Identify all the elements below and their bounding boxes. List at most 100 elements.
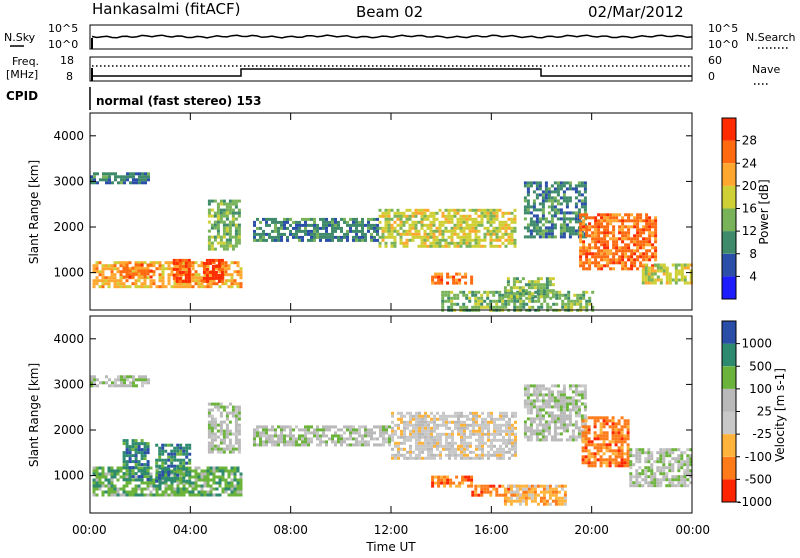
echo-cell xyxy=(523,420,527,424)
echo-cell xyxy=(412,456,415,460)
echo-cell xyxy=(456,293,460,297)
echo-cell xyxy=(334,440,337,444)
echo-cell xyxy=(477,299,481,303)
echo-cell xyxy=(138,178,141,182)
echo-cell xyxy=(468,244,472,248)
echo-cell xyxy=(304,425,307,429)
colorbar-swatch xyxy=(722,231,736,254)
echo-cell xyxy=(173,446,177,450)
echo-cell xyxy=(529,229,533,233)
echo-cell xyxy=(188,285,192,289)
echo-cell xyxy=(462,232,466,236)
echo-cell xyxy=(442,447,445,451)
echo-cell xyxy=(304,434,307,438)
echo-cell xyxy=(364,431,367,435)
echo-cell xyxy=(122,442,126,446)
echo-cell xyxy=(624,243,628,247)
echo-cell xyxy=(490,414,493,418)
echo-cell xyxy=(506,484,510,488)
echo-cell xyxy=(511,426,514,430)
echo-cell xyxy=(584,446,588,450)
echo-cell xyxy=(402,211,406,215)
echo-cell xyxy=(644,475,648,479)
echo-cell xyxy=(584,440,588,444)
echo-cell xyxy=(600,231,604,235)
echo-cell xyxy=(331,220,334,224)
echo-cell xyxy=(237,214,241,218)
echo-cell xyxy=(93,378,96,382)
echo-cell xyxy=(334,431,337,435)
echo-cell xyxy=(662,475,666,479)
echo-cell xyxy=(648,228,652,232)
echo-cell xyxy=(346,428,349,432)
echo-cell xyxy=(651,246,655,250)
echo-cell xyxy=(313,431,316,435)
echo-cell xyxy=(155,473,159,477)
echo-cell xyxy=(393,229,397,233)
echo-cell xyxy=(624,252,628,256)
echo-cell xyxy=(304,437,307,441)
echo-cell xyxy=(483,484,487,488)
echo-cell xyxy=(671,463,675,467)
echo-cell xyxy=(185,479,189,483)
echo-cell xyxy=(529,220,533,224)
echo-cell xyxy=(328,437,331,441)
echo-cell xyxy=(480,293,484,297)
echo-cell xyxy=(560,496,564,500)
echo-cell xyxy=(689,475,693,479)
echo-region xyxy=(431,475,474,488)
echo-cell xyxy=(370,235,373,239)
echo-cell xyxy=(546,302,550,306)
echo-cell xyxy=(233,466,237,470)
echo-cell xyxy=(618,231,622,235)
echo-cell xyxy=(583,393,587,397)
echo-cell xyxy=(222,229,226,233)
echo-cell xyxy=(95,264,99,268)
echo-cell xyxy=(319,238,322,242)
echo-cell xyxy=(271,217,274,221)
echo-cell xyxy=(603,249,607,253)
echo-cell xyxy=(504,232,508,236)
echo-cell xyxy=(544,387,548,391)
echo-cell xyxy=(526,435,530,439)
echo-cell xyxy=(230,469,234,473)
echo-cell xyxy=(203,472,207,476)
echo-cell xyxy=(114,172,117,176)
echo-cell xyxy=(411,214,415,218)
echo-cell xyxy=(313,232,316,236)
echo-cell xyxy=(438,232,442,236)
echo-cell xyxy=(132,172,135,176)
echo-cell xyxy=(581,434,585,438)
echo-cell xyxy=(468,226,472,230)
echo-cell xyxy=(438,238,442,242)
echo-cell xyxy=(426,217,430,221)
echo-cell xyxy=(547,187,551,191)
echo-cell xyxy=(630,225,634,229)
echo-cell xyxy=(632,463,636,467)
echo-cell xyxy=(214,258,218,262)
echo-cell xyxy=(188,470,192,474)
echo-cell xyxy=(532,393,536,397)
echo-cell xyxy=(588,264,592,268)
echo-cell xyxy=(225,223,229,227)
echo-cell xyxy=(295,226,298,230)
echo-cell xyxy=(577,199,581,203)
echo-cell xyxy=(648,237,652,241)
echo-cell xyxy=(107,282,111,286)
echo-cell xyxy=(102,178,105,182)
echo-cell xyxy=(496,447,499,451)
echo-cell xyxy=(430,417,433,421)
echo-cell xyxy=(648,249,652,253)
echo-cell xyxy=(535,414,539,418)
echo-cell xyxy=(507,238,511,242)
echo-cell xyxy=(125,269,129,273)
echo-cell xyxy=(539,484,543,488)
echo-cell xyxy=(213,247,217,251)
echo-cell xyxy=(529,384,533,388)
echo-cell xyxy=(481,417,484,421)
echo-cell xyxy=(514,414,517,418)
echo-cell xyxy=(444,217,448,221)
echo-cell xyxy=(197,466,201,470)
echo-cell xyxy=(668,454,672,458)
echo-cell xyxy=(217,261,221,265)
